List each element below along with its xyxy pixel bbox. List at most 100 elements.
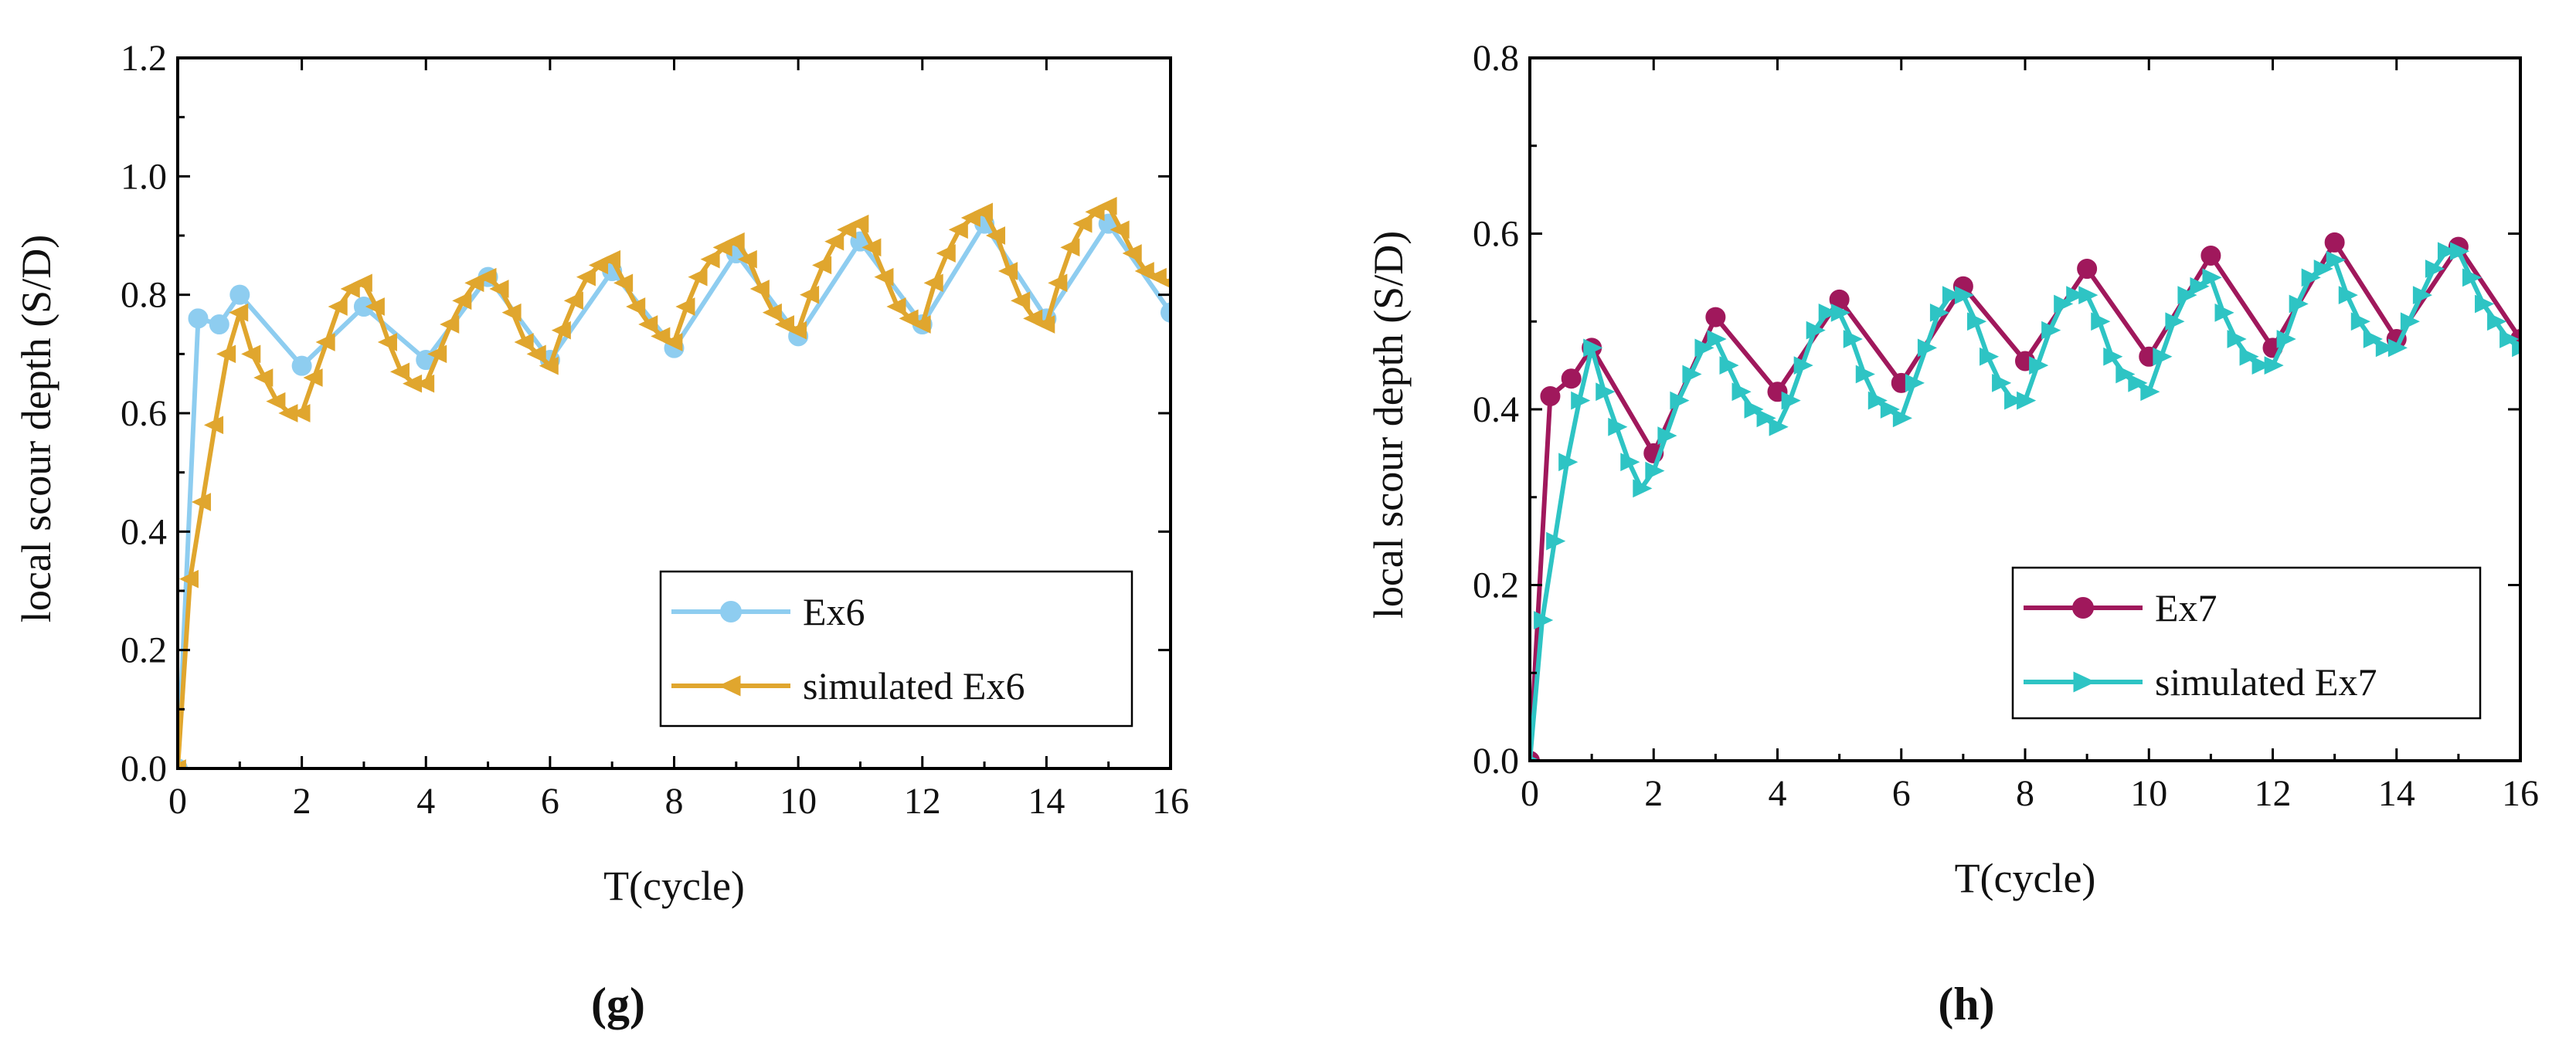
x-axis-title: T(cycle) (603, 863, 745, 909)
data-point (1110, 220, 1130, 239)
y-tick-label: 1.0 (121, 156, 167, 197)
data-point (1540, 385, 1561, 406)
data-point (1670, 391, 1690, 410)
data-point (266, 392, 286, 411)
data-point (427, 344, 447, 364)
data-point (1161, 302, 1171, 323)
data-point (1085, 202, 1105, 222)
data-point (2251, 356, 2272, 375)
data-point (1830, 304, 1850, 322)
data-point (1731, 382, 1752, 402)
x-tick-label: 4 (1769, 773, 1787, 814)
data-point (1719, 356, 1739, 375)
series-simulated (1530, 242, 2520, 761)
y-tick-label: 0.8 (121, 275, 167, 316)
x-tick-label: 16 (1152, 781, 1189, 822)
x-tick-label: 12 (2255, 773, 2292, 814)
data-point (291, 404, 311, 422)
data-point (1072, 214, 1093, 233)
panel-label: (g) (591, 979, 645, 1030)
data-point (2475, 294, 2495, 314)
x-tick-label: 10 (780, 781, 817, 822)
data-point (1657, 426, 1677, 445)
data-point (1954, 286, 1975, 304)
data-point (1880, 400, 1900, 419)
data-point (514, 333, 534, 351)
data-point (2462, 268, 2483, 287)
data-point (1769, 417, 1789, 436)
data-point (911, 315, 931, 334)
data-point (188, 308, 209, 329)
data-point (2437, 242, 2458, 261)
data-point (365, 297, 385, 316)
data-point (1905, 374, 1925, 392)
data-point (985, 226, 1006, 245)
data-point (1571, 391, 1591, 410)
data-point (874, 267, 894, 287)
data-point (2066, 286, 2086, 304)
data-point (415, 374, 435, 393)
data-point (712, 238, 732, 257)
data-point (2350, 312, 2370, 331)
data-point (2165, 312, 2185, 331)
data-point (1134, 262, 1154, 280)
data-point (2103, 347, 2123, 366)
data-point (539, 356, 559, 375)
data-point (229, 303, 249, 322)
legend-marker (2072, 597, 2094, 619)
data-point (886, 297, 906, 316)
data-point (2239, 347, 2259, 366)
x-tick-label: 10 (2130, 773, 2167, 814)
data-point (1694, 338, 1715, 358)
data-point (526, 344, 546, 364)
data-point (2116, 365, 2136, 384)
data-point (1122, 244, 1142, 263)
data-point (1620, 453, 1640, 472)
x-tick-label: 2 (1644, 773, 1663, 814)
data-point (2004, 391, 2024, 410)
x-tick-label: 4 (416, 781, 435, 822)
data-point (464, 273, 484, 293)
legend-label: simulated Ex7 (2155, 660, 2377, 704)
data-point (1682, 365, 1702, 384)
data-point (229, 284, 250, 305)
legend-marker (718, 675, 741, 697)
data-point (315, 333, 335, 351)
data-point (1035, 315, 1055, 334)
data-point (191, 493, 212, 511)
data-point (1892, 409, 1912, 428)
data-point (2301, 268, 2321, 287)
data-point (241, 344, 261, 364)
data-point (960, 209, 980, 227)
data-point (1011, 291, 1031, 310)
data-point (2091, 312, 2111, 331)
data-point (1917, 338, 1937, 358)
x-tick-label: 14 (2378, 773, 2415, 814)
data-point (787, 321, 807, 340)
data-point (477, 267, 497, 287)
x-tick-label: 6 (1892, 773, 1911, 814)
legend-label: Ex6 (803, 590, 865, 633)
data-point (389, 362, 410, 382)
data-point (2289, 294, 2309, 314)
x-tick-label: 2 (293, 781, 311, 822)
data-point (1818, 304, 1838, 322)
data-point (1793, 356, 1813, 375)
data-point (638, 315, 658, 334)
legend-entry: Ex6 (671, 590, 865, 633)
data-point (2140, 382, 2160, 402)
data-point (2202, 268, 2222, 287)
data-point (1705, 307, 1726, 327)
legend-marker (2073, 671, 2096, 693)
y-tick-label: 0.0 (121, 748, 167, 789)
data-point (1060, 238, 1080, 257)
data-point (303, 368, 323, 387)
data-point (2326, 250, 2346, 270)
data-point (291, 355, 312, 376)
x-axis-title: T(cycle) (1955, 855, 2096, 901)
data-point (1561, 368, 1582, 389)
data-point (2387, 338, 2408, 358)
data-point (1707, 330, 1727, 348)
y-tick-label: 0.4 (121, 511, 167, 552)
legend: Ex7 simulated Ex7 (2011, 566, 2482, 720)
